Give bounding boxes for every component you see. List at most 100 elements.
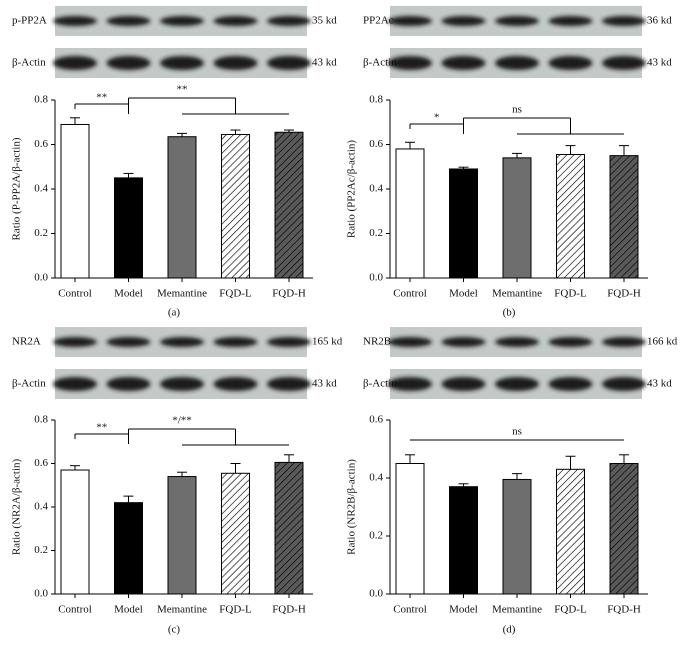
blot-size: 36 kd — [647, 15, 672, 27]
y-tick-label: 0.8 — [34, 94, 48, 106]
blot-label: PP2Ac — [363, 15, 394, 27]
x-tick-label: Model — [114, 288, 143, 300]
blot-band — [53, 16, 97, 26]
blot-band — [160, 377, 204, 391]
y-tick-label: 0.4 — [34, 501, 48, 513]
bar — [449, 168, 478, 279]
x-tick-label: Memantine — [492, 288, 542, 300]
y-tick-label: 0.8 — [34, 414, 48, 426]
x-tick-label: Control — [393, 288, 427, 300]
panel-caption: (d) — [503, 624, 516, 636]
x-tick-label: FQD-H — [607, 604, 641, 616]
bar — [502, 157, 532, 279]
blot-label: NR2A — [12, 336, 41, 348]
y-tick-label: 0.2 — [369, 227, 383, 239]
y-tick-label: 0.6 — [34, 138, 48, 150]
significance: ns — [512, 104, 522, 116]
y-tick-label: 0.4 — [34, 183, 48, 195]
y-tick-label: 0.2 — [34, 544, 48, 556]
x-tick-label: FQD-L — [554, 604, 587, 616]
x-tick-label: FQD-H — [272, 288, 306, 300]
blot-band — [388, 377, 432, 391]
blot-band — [495, 56, 539, 70]
y-axis-label: Ratio (P-PP2A/β-actin) — [11, 137, 23, 240]
blot-band — [548, 377, 593, 391]
blot-band — [267, 337, 311, 347]
blot-band — [388, 337, 432, 347]
bar — [60, 469, 90, 595]
blot-label: β-Actin — [12, 378, 46, 390]
x-tick-label: Memantine — [492, 604, 542, 616]
bar — [556, 468, 585, 595]
significance: */** — [172, 415, 192, 427]
x-tick-label: Model — [449, 604, 478, 616]
y-tick-label: 0.0 — [34, 272, 48, 284]
x-tick-label: Control — [58, 604, 92, 616]
y-axis-label: Ratio (NR2A/β-actin) — [11, 459, 23, 556]
blot-band — [53, 337, 97, 347]
y-tick-label: 0.2 — [369, 530, 383, 542]
blot-band — [106, 337, 151, 347]
bar — [60, 123, 90, 279]
blot-label: NR2B — [363, 336, 391, 348]
y-tick-label: 0.0 — [369, 272, 383, 284]
x-tick-label: Model — [449, 288, 478, 300]
blot-band — [548, 56, 593, 70]
blot-size: 35 kd — [312, 15, 337, 27]
blot-label: p-PP2A — [12, 15, 47, 27]
blot-band — [53, 377, 97, 391]
x-tick-label: Memantine — [157, 288, 207, 300]
blot-band — [213, 56, 258, 70]
blot-band — [267, 56, 311, 70]
blot-size: 43 kd — [647, 378, 672, 390]
bar — [274, 461, 304, 595]
x-tick-label: Memantine — [157, 604, 207, 616]
y-tick-label: 0.6 — [369, 138, 383, 150]
blot-band — [213, 377, 258, 391]
blot-band — [106, 377, 151, 391]
blot-band — [106, 56, 151, 70]
significance: ** — [96, 92, 107, 104]
blot-size: 166 kd — [647, 336, 678, 348]
blot-size: 165 kd — [312, 336, 343, 348]
blot-band — [441, 56, 486, 70]
panel-caption: (b) — [503, 307, 516, 319]
bar — [221, 472, 250, 595]
y-axis-label: Ratio (NR2B/β-actin) — [346, 459, 358, 555]
blot-band — [160, 56, 204, 70]
blot-band — [602, 337, 646, 347]
y-tick-label: 0.0 — [34, 588, 48, 600]
x-tick-label: FQD-L — [554, 288, 587, 300]
blot-band — [106, 16, 151, 26]
x-tick-label: Control — [58, 288, 92, 300]
bar — [609, 463, 639, 595]
blot-band — [441, 377, 486, 391]
blot-band — [495, 16, 539, 26]
x-tick-label: FQD-L — [219, 604, 252, 616]
x-tick-label: FQD-H — [607, 288, 641, 300]
y-tick-label: 0.4 — [369, 183, 383, 195]
bar — [395, 148, 425, 279]
bar — [274, 131, 304, 279]
bar — [114, 502, 143, 595]
blot-size: 43 kd — [647, 57, 672, 69]
blot-band — [602, 16, 646, 26]
blot-band — [495, 377, 539, 391]
blot-band — [441, 337, 486, 347]
y-tick-label: 0.0 — [369, 588, 383, 600]
bar — [556, 154, 585, 279]
y-tick-label: 0.6 — [369, 414, 383, 426]
x-tick-label: FQD-H — [272, 604, 306, 616]
blot-band — [388, 56, 432, 70]
blot-band — [267, 16, 311, 26]
bar — [221, 133, 250, 279]
y-axis-label: Ratio (PP2Ac/β-actin) — [346, 140, 358, 238]
blot-label: β-Actin — [12, 57, 46, 69]
bar — [114, 177, 143, 279]
blot-label: β-Actin — [363, 57, 397, 69]
significance: ns — [512, 426, 522, 438]
significance: * — [434, 112, 440, 124]
significance: ** — [177, 84, 188, 96]
blot-band — [602, 377, 646, 391]
bar — [167, 476, 197, 595]
